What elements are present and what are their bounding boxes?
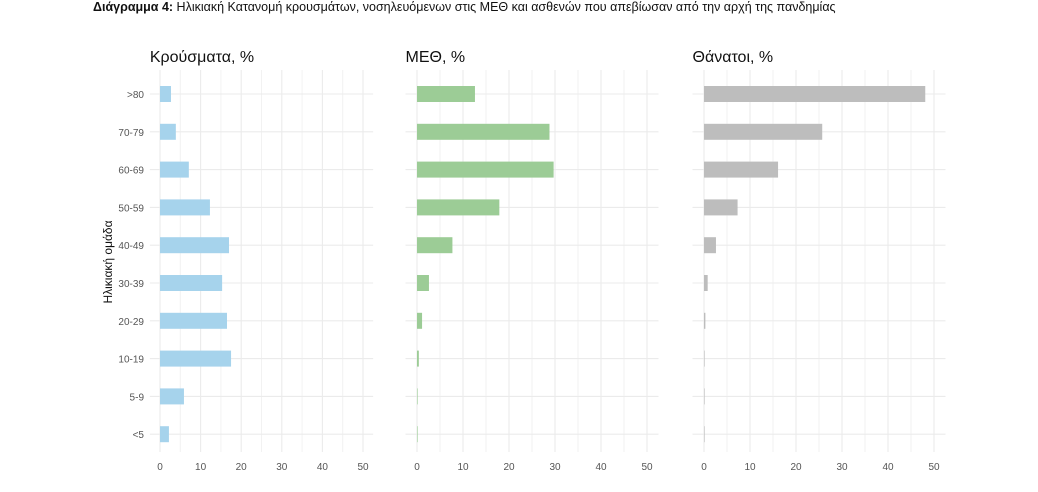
panel-title: Θάνατοι, % (693, 49, 774, 66)
y-tick-label: 20-29 (118, 317, 144, 328)
bar-30-39 (160, 275, 223, 291)
x-tick-label: 0 (701, 462, 707, 473)
y-tick-label: >80 (127, 90, 144, 101)
bar-60-69 (704, 161, 779, 178)
x-tick-label: 10 (195, 462, 207, 473)
bar-50-59 (704, 199, 738, 216)
panel-title: ΜΕΘ, % (406, 49, 466, 66)
y-tick-label: 50-59 (118, 203, 144, 214)
bar-20-29 (704, 312, 706, 329)
x-tick-label: 0 (157, 462, 163, 473)
bar-60-69 (160, 161, 189, 178)
bar-<5 (160, 426, 169, 443)
x-tick-label: 40 (317, 462, 329, 473)
x-tick-label: 40 (882, 462, 894, 473)
bar-50-59 (417, 199, 500, 216)
bar-70-79 (704, 123, 823, 140)
y-tick-label: 40-49 (118, 241, 144, 252)
x-tick-label: 20 (503, 462, 515, 473)
y-tick-label: 30-39 (118, 279, 144, 290)
caption-label: Διάγραμμα 4: (93, 0, 174, 14)
x-tick-label: 10 (457, 462, 469, 473)
y-tick-label: 5-9 (130, 392, 145, 403)
x-tick-label: 20 (790, 462, 802, 473)
bar-40-49 (704, 237, 716, 254)
bar-60-69 (417, 161, 554, 178)
panel-title: Κρούσματα, % (150, 49, 254, 66)
bar-40-49 (160, 237, 230, 254)
bar-20-29 (160, 312, 227, 329)
x-tick-label: 30 (276, 462, 288, 473)
bar->80 (417, 86, 475, 102)
bar->80 (160, 86, 171, 102)
bar-40-49 (417, 237, 453, 254)
bar-70-79 (160, 123, 176, 140)
bar-10-19 (160, 350, 232, 367)
bar-30-39 (417, 275, 429, 291)
bar-10-19 (417, 350, 419, 367)
x-tick-label: 50 (641, 462, 653, 473)
bar-5-9 (417, 388, 418, 405)
bar-70-79 (417, 123, 550, 140)
figure-caption: Διάγραμμα 4: Ηλικιακή Κατανομή κρουσμάτω… (93, 0, 836, 14)
x-tick-label: 10 (744, 462, 756, 473)
bar-5-9 (160, 388, 184, 405)
caption-text: Ηλικιακή Κατανομή κρουσμάτων, νοσηλευόμε… (173, 0, 836, 14)
x-tick-label: 40 (595, 462, 607, 473)
y-axis-label: Ηλικιακή ομάδα (101, 220, 115, 303)
bar-5-9 (704, 388, 705, 405)
x-tick-label: 30 (549, 462, 561, 473)
x-tick-label: 0 (414, 462, 420, 473)
x-tick-label: 20 (236, 462, 248, 473)
bar-30-39 (704, 275, 708, 291)
x-tick-label: 50 (357, 462, 369, 473)
y-tick-label: <5 (133, 430, 145, 441)
bar-<5 (704, 426, 705, 443)
y-tick-label: 10-19 (118, 355, 144, 366)
bar-20-29 (417, 312, 423, 329)
x-tick-label: 50 (928, 462, 940, 473)
bar-10-19 (704, 350, 705, 367)
y-tick-label: 60-69 (118, 166, 144, 177)
bar-50-59 (160, 199, 210, 216)
bar-<5 (417, 426, 418, 443)
bar->80 (704, 86, 926, 102)
y-tick-label: 70-79 (118, 128, 144, 139)
x-tick-label: 30 (836, 462, 848, 473)
